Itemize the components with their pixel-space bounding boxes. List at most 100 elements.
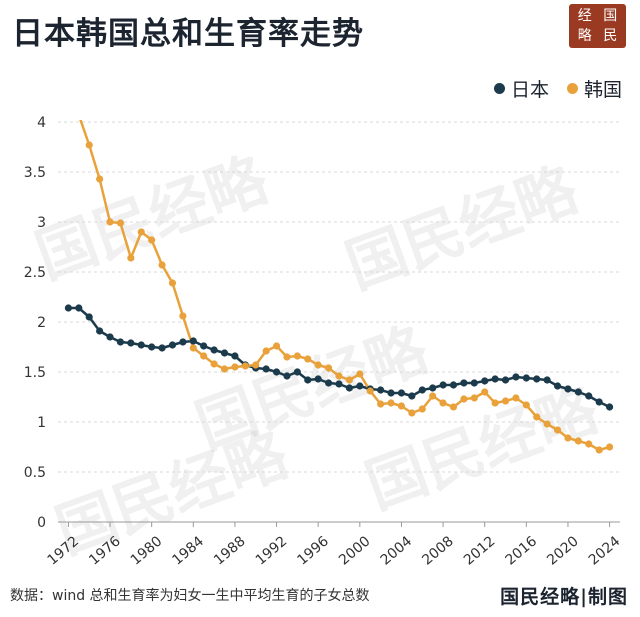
data-point-korea — [439, 399, 447, 407]
data-point-japan — [543, 376, 551, 384]
data-point-korea — [168, 279, 177, 287]
data-point-japan — [345, 384, 354, 392]
y-tick-label: 0.5 — [24, 465, 46, 481]
data-point-korea — [470, 394, 478, 402]
data-point-korea — [564, 434, 572, 442]
series-line-korea — [79, 120, 610, 452]
data-point-japan — [283, 372, 291, 380]
data-point-japan — [553, 382, 562, 390]
logo-char: 略 — [577, 28, 592, 44]
data-point-japan — [491, 375, 499, 383]
data-point-korea — [148, 236, 156, 244]
y-tick-label: 3.5 — [24, 165, 46, 181]
y-tick-label: 1.5 — [24, 365, 46, 381]
data-point-korea — [283, 353, 291, 361]
x-tick-label: 2008 — [419, 533, 457, 568]
data-point-japan — [512, 373, 520, 381]
x-tick-label: 2016 — [503, 533, 541, 568]
x-tick-label: 1984 — [169, 533, 207, 568]
brand-logo: 经 国 略 民 — [569, 4, 626, 48]
y-tick-label: 2.5 — [24, 265, 46, 281]
data-point-japan — [262, 365, 270, 373]
data-point-korea — [179, 312, 187, 320]
data-point-korea — [210, 360, 218, 368]
data-point-japan — [272, 368, 281, 376]
data-point-korea — [429, 392, 437, 400]
data-point-korea — [189, 344, 197, 352]
data-point-japan — [324, 379, 333, 387]
data-point-japan — [75, 304, 83, 312]
data-point-japan — [501, 376, 510, 384]
data-point-korea — [501, 397, 510, 405]
data-point-japan — [470, 379, 478, 387]
data-point-japan — [179, 338, 187, 346]
x-tick-label: 2020 — [544, 533, 582, 568]
data-point-korea — [408, 409, 416, 417]
data-point-korea — [137, 228, 145, 236]
data-point-japan — [418, 386, 426, 394]
data-point-korea — [605, 443, 614, 451]
x-axis-ticks: 1972 1976 1980 1984 1988 1992 1996 2000 2004 2008… — [45, 522, 624, 569]
data-point-korea — [158, 261, 166, 269]
data-point-japan — [64, 304, 73, 312]
data-point-japan — [574, 388, 582, 396]
data-point-japan — [595, 398, 603, 406]
data-point-japan — [106, 333, 114, 341]
grid-lines — [58, 121, 620, 523]
brand-credit: 国民经略|制图 — [500, 586, 628, 608]
data-point-japan — [585, 392, 593, 400]
legend-item-japan: 日本 — [493, 75, 549, 102]
data-point-japan — [304, 376, 312, 384]
data-point-japan — [439, 381, 447, 389]
legend-label-korea: 韩国 — [583, 79, 622, 101]
data-point-japan — [533, 375, 541, 383]
x-tick-label: 1988 — [211, 533, 249, 568]
data-point-japan — [377, 386, 385, 394]
legend-label-japan: 日本 — [510, 79, 549, 101]
x-tick-label: 2024 — [586, 533, 624, 568]
x-tick-label: 1996 — [294, 533, 332, 568]
data-point-japan — [449, 381, 458, 389]
data-point-korea — [449, 403, 458, 411]
y-tick-label: 3 — [37, 215, 46, 231]
series-line-japan — [68, 306, 611, 409]
data-point-korea — [553, 426, 562, 434]
data-point-korea — [512, 394, 520, 402]
data-point-japan — [387, 389, 395, 397]
data-point-korea — [116, 219, 125, 227]
data-point-korea — [272, 342, 281, 350]
data-point-korea — [127, 254, 135, 262]
series-lines — [68, 120, 611, 452]
data-point-japan — [200, 342, 208, 350]
y-tick-label: 2 — [37, 315, 46, 331]
data-point-korea — [377, 400, 385, 408]
data-point-korea — [231, 363, 239, 371]
data-point-korea — [481, 388, 489, 396]
data-point-korea — [460, 395, 468, 403]
data-point-korea — [345, 376, 354, 384]
data-point-japan — [356, 382, 364, 390]
data-point-japan — [408, 392, 416, 400]
data-point-korea — [543, 420, 551, 428]
data-point-korea — [241, 362, 249, 370]
data-point-japan — [158, 344, 166, 352]
x-tick-label: 2012 — [461, 533, 499, 568]
logo-char: 经 — [577, 8, 592, 24]
series-points — [64, 141, 614, 454]
chart-title: 日本韩国总和生育率走势 — [12, 16, 364, 52]
y-tick-label: 4 — [37, 115, 46, 131]
data-point-japan — [231, 352, 239, 360]
data-point-korea — [106, 218, 114, 226]
data-point-korea — [356, 370, 364, 378]
data-point-korea — [533, 413, 541, 421]
data-point-korea — [418, 405, 426, 413]
data-point-japan — [85, 313, 93, 321]
data-point-korea — [491, 399, 499, 407]
data-point-korea — [293, 352, 301, 360]
legend-marker-korea — [566, 83, 578, 94]
x-tick-label: 1972 — [45, 533, 83, 568]
x-tick-label: 2004 — [378, 533, 416, 568]
data-point-japan — [429, 384, 437, 392]
x-tick-label: 1980 — [128, 533, 166, 568]
